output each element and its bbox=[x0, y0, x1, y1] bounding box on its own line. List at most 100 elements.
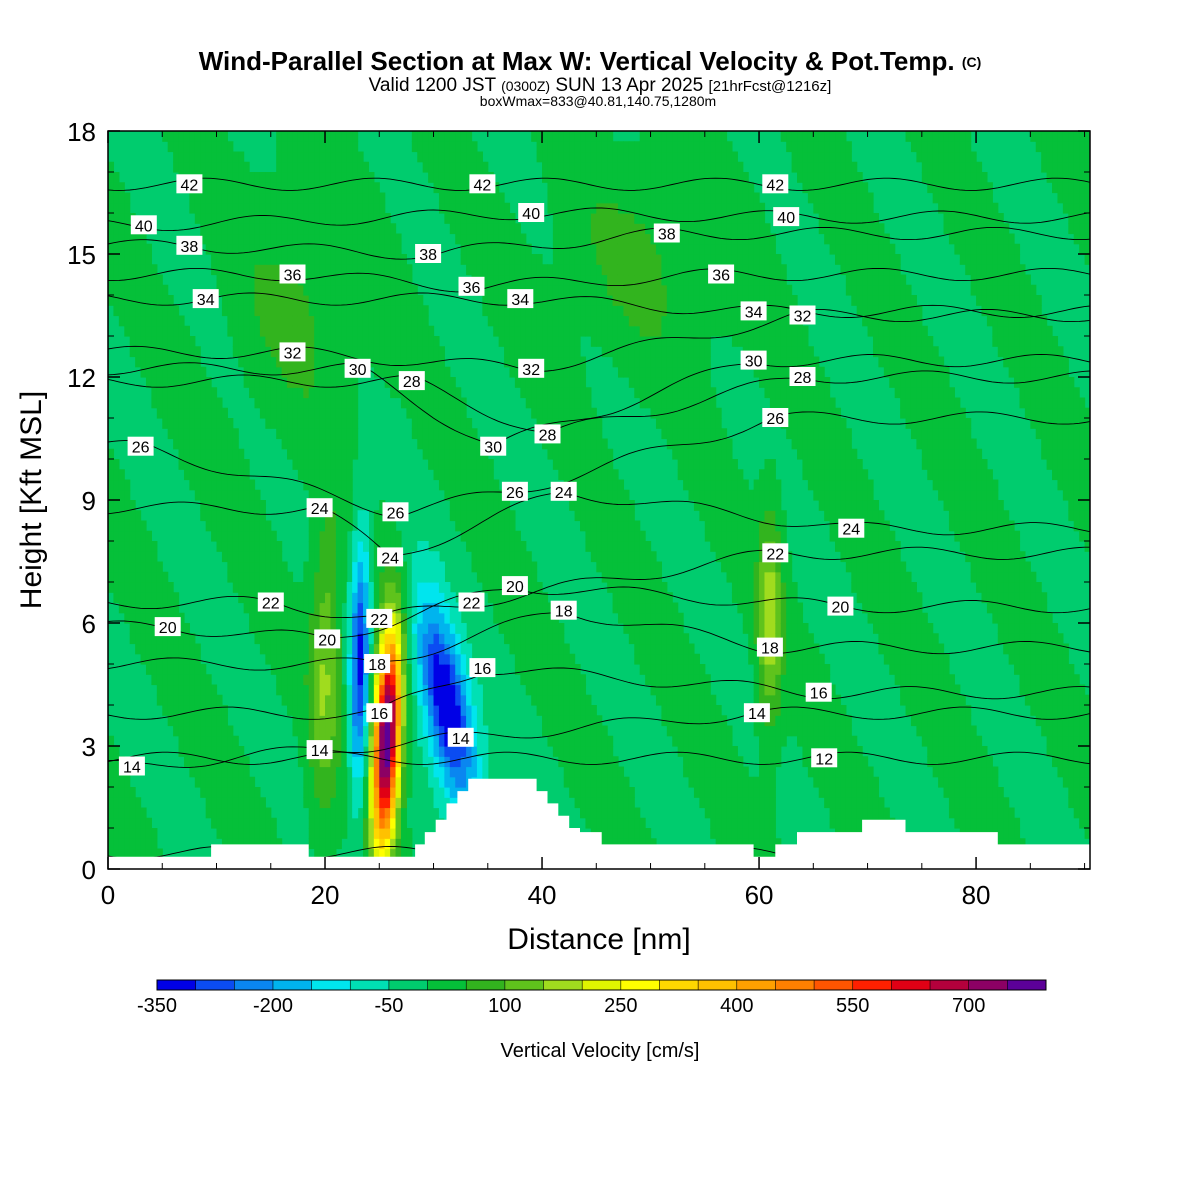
velocity-cell bbox=[585, 746, 592, 757]
velocity-cell bbox=[151, 838, 158, 850]
velocity-cell bbox=[628, 182, 635, 194]
velocity-cell bbox=[666, 725, 673, 737]
velocity-cell bbox=[205, 735, 212, 747]
velocity-cell bbox=[238, 295, 245, 306]
velocity-cell bbox=[655, 305, 662, 317]
velocity-cell bbox=[216, 141, 223, 153]
velocity-cell bbox=[650, 172, 657, 183]
velocity-cell bbox=[265, 356, 272, 368]
velocity-cell bbox=[563, 674, 570, 686]
velocity-cell bbox=[460, 428, 467, 440]
velocity-cell bbox=[639, 530, 646, 542]
velocity-cell bbox=[379, 561, 386, 573]
velocity-cell bbox=[325, 264, 332, 276]
velocity-cell bbox=[194, 366, 201, 378]
velocity-cell bbox=[683, 346, 690, 358]
velocity-cell bbox=[276, 141, 283, 153]
velocity-cell bbox=[390, 684, 397, 696]
velocity-cell bbox=[460, 172, 467, 183]
velocity-cell bbox=[400, 295, 407, 306]
velocity-cell bbox=[151, 612, 158, 624]
velocity-cell bbox=[325, 817, 332, 829]
velocity-cell bbox=[569, 336, 576, 347]
velocity-cell bbox=[303, 428, 310, 440]
velocity-cell bbox=[569, 694, 576, 706]
velocity-cell bbox=[666, 428, 673, 440]
velocity-cell bbox=[156, 336, 163, 347]
velocity-cell bbox=[688, 264, 695, 276]
velocity-cell bbox=[183, 684, 190, 696]
velocity-cell bbox=[683, 213, 690, 224]
velocity-cell bbox=[672, 418, 679, 429]
velocity-cell bbox=[254, 223, 261, 235]
velocity-cell bbox=[341, 407, 348, 419]
velocity-cell bbox=[493, 223, 500, 235]
velocity-cell bbox=[693, 674, 700, 686]
velocity-cell bbox=[276, 192, 283, 204]
velocity-cell bbox=[547, 694, 554, 706]
velocity-cell bbox=[590, 274, 597, 286]
velocity-cell bbox=[183, 705, 190, 716]
velocity-cell bbox=[607, 325, 614, 337]
velocity-cell bbox=[547, 325, 554, 337]
velocity-cell bbox=[178, 694, 185, 706]
velocity-cell bbox=[482, 735, 489, 747]
velocity-cell bbox=[677, 387, 684, 399]
velocity-cell bbox=[460, 500, 467, 511]
velocity-cell bbox=[428, 643, 435, 655]
velocity-cell bbox=[129, 828, 136, 839]
velocity-cell bbox=[455, 161, 462, 173]
velocity-cell bbox=[601, 551, 608, 563]
velocity-cell bbox=[319, 776, 326, 788]
velocity-cell bbox=[319, 428, 326, 440]
velocity-cell bbox=[596, 530, 603, 542]
velocity-cell bbox=[265, 397, 272, 409]
velocity-cell bbox=[232, 787, 239, 798]
velocity-cell bbox=[151, 274, 158, 286]
velocity-cell bbox=[292, 161, 299, 173]
velocity-cell bbox=[563, 397, 570, 409]
velocity-cell bbox=[319, 131, 326, 142]
velocity-cell bbox=[482, 254, 489, 265]
velocity-cell bbox=[352, 151, 359, 163]
velocity-cell bbox=[216, 264, 223, 276]
velocity-cell bbox=[683, 254, 690, 265]
velocity-cell bbox=[683, 336, 690, 347]
velocity-cell bbox=[422, 705, 429, 716]
velocity-cell bbox=[395, 715, 402, 727]
velocity-cell bbox=[476, 233, 483, 245]
velocity-cell bbox=[330, 582, 337, 593]
velocity-cell bbox=[221, 787, 228, 798]
velocity-cell bbox=[368, 787, 375, 798]
velocity-cell bbox=[552, 305, 559, 317]
velocity-cell bbox=[352, 735, 359, 747]
velocity-cell bbox=[227, 787, 234, 798]
velocity-cell bbox=[460, 489, 467, 501]
velocity-cell bbox=[466, 254, 473, 265]
velocity-cell bbox=[319, 582, 326, 593]
velocity-cell bbox=[249, 479, 256, 491]
velocity-cell bbox=[699, 787, 706, 798]
velocity-cell bbox=[189, 479, 196, 491]
velocity-cell bbox=[357, 151, 364, 163]
velocity-cell bbox=[341, 233, 348, 245]
velocity-cell bbox=[308, 305, 315, 317]
velocity-cell bbox=[623, 551, 630, 563]
velocity-cell bbox=[400, 592, 407, 604]
velocity-cell bbox=[639, 571, 646, 583]
velocity-cell bbox=[639, 602, 646, 614]
velocity-cell bbox=[639, 653, 646, 665]
velocity-cell bbox=[243, 469, 250, 481]
velocity-cell bbox=[254, 315, 261, 327]
velocity-cell bbox=[580, 377, 587, 388]
velocity-cell bbox=[634, 172, 641, 183]
velocity-cell bbox=[346, 418, 353, 429]
velocity-cell bbox=[113, 828, 120, 839]
velocity-cell bbox=[124, 530, 131, 542]
velocity-cell bbox=[406, 848, 413, 860]
velocity-cell bbox=[509, 336, 516, 347]
velocity-cell bbox=[151, 828, 158, 839]
velocity-cell bbox=[569, 346, 576, 358]
velocity-cell bbox=[151, 623, 158, 634]
velocity-cell bbox=[330, 315, 337, 327]
